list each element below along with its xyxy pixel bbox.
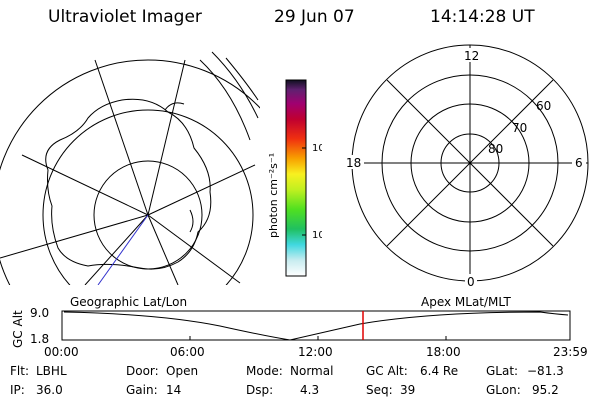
mlat-label-70: 70 bbox=[512, 121, 527, 135]
geographic-caption: Geographic Lat/Lon bbox=[70, 295, 188, 309]
orbit-altitude-curve bbox=[63, 311, 569, 341]
colorbar-gradient bbox=[285, 79, 307, 277]
latitude-ring bbox=[0, 59, 260, 285]
orbit-x-tick-2359: 23:59 bbox=[553, 345, 588, 359]
info-mode-label: Mode: bbox=[246, 364, 283, 378]
instrument-title: Ultraviolet Imager bbox=[48, 7, 202, 27]
info-glon-label: GLon: bbox=[486, 383, 521, 397]
info-ip-label: IP: bbox=[10, 383, 25, 397]
info-glat-label: GLat: bbox=[486, 364, 519, 378]
orbit-y-axis-label: GC Alt bbox=[11, 310, 25, 348]
info-dsp-value: 4.3 bbox=[300, 383, 320, 397]
orbit-x-tick-0000: 00:00 bbox=[44, 345, 79, 359]
info-glon-value: 95.2 bbox=[532, 383, 559, 397]
info-glat-value: −81.3 bbox=[527, 364, 564, 378]
info-mode-value: Normal bbox=[290, 364, 334, 378]
info-gcalt-label: GC Alt: bbox=[366, 364, 408, 378]
info-dsp-label: Dsp: bbox=[246, 383, 274, 397]
info-ip-value: 36.0 bbox=[36, 383, 63, 397]
polar-mlt-plot: 12 18 6 0 60 70 80 bbox=[342, 44, 589, 289]
info-door-label: Door: bbox=[126, 364, 159, 378]
colorbar-tick-100: 100 bbox=[312, 143, 322, 154]
orbit-x-tick-0600: 06:00 bbox=[170, 345, 205, 359]
info-seq-value: 39 bbox=[400, 383, 416, 397]
orbit-y-tick-9: 9.0 bbox=[30, 306, 49, 320]
info-filter-value: LBHL bbox=[36, 364, 67, 378]
time-label: 14:14:28 UT bbox=[430, 7, 535, 27]
noon-meridian-line bbox=[97, 214, 149, 285]
latitude-ring bbox=[42, 109, 254, 285]
orbit-altitude-panel: GC Alt 9.0 1.8 bbox=[11, 306, 571, 348]
info-filter-label: Flt: bbox=[10, 364, 29, 378]
mlt-label-0: 0 bbox=[467, 275, 475, 289]
orbit-x-tick-1800: 18:00 bbox=[426, 345, 461, 359]
colorbar-tick-10: 10 bbox=[312, 230, 322, 241]
info-gain-value: 14 bbox=[166, 383, 182, 397]
apex-caption: Apex MLat/MLT bbox=[421, 295, 511, 309]
mlt-label-18: 18 bbox=[346, 156, 361, 170]
mlt-label-6: 6 bbox=[575, 156, 583, 170]
date-label: 29 Jun 07 bbox=[274, 7, 355, 27]
orbit-plot-frame bbox=[61, 310, 571, 341]
mlt-label-12: 12 bbox=[464, 49, 479, 63]
colorbar-unit-label: photon cm⁻²s⁻¹ bbox=[267, 153, 280, 238]
mlat-label-80: 80 bbox=[488, 142, 503, 156]
orbit-x-tick-1200: 12:00 bbox=[298, 345, 333, 359]
orbit-y-tick-1-8: 1.8 bbox=[30, 332, 49, 346]
geographic-map bbox=[0, 51, 260, 285]
info-gcalt-value: 6.4 Re bbox=[420, 364, 459, 378]
info-seq-label: Seq: bbox=[366, 383, 393, 397]
mlat-label-60: 60 bbox=[536, 99, 551, 113]
colorbar: 100 10 photon cm⁻²s⁻¹ bbox=[267, 79, 322, 277]
info-gain-label: Gain: bbox=[126, 383, 158, 397]
info-door-value: Open bbox=[166, 364, 199, 378]
